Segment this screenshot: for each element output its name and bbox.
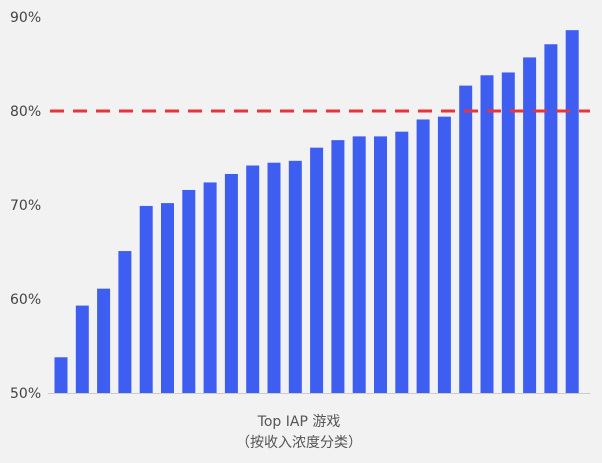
bar-17 (395, 131, 409, 393)
y-axis-ticks: 50% 60% 70% 80% 90% (10, 10, 41, 402)
bar-24 (544, 44, 558, 393)
bar-10 (246, 165, 260, 393)
bar-1 (54, 357, 68, 393)
y-tick-label-80: 80% (10, 104, 41, 120)
bar-20 (459, 85, 473, 394)
bar-9 (224, 173, 238, 393)
bar-21 (480, 75, 494, 393)
bar-18 (416, 119, 430, 394)
bars-group (54, 30, 579, 394)
bar-4 (118, 251, 132, 393)
bar-15 (352, 136, 366, 393)
y-tick-label-50: 50% (10, 386, 41, 402)
bar-8 (203, 182, 217, 393)
x-axis-title-line-1: Top IAP 游戏 (257, 414, 341, 430)
y-tick-label-90: 90% (10, 10, 41, 26)
bar-25 (565, 30, 579, 393)
bar-3 (97, 288, 111, 393)
x-axis-title-line-2: （按收入浓度分类） (236, 435, 362, 451)
bar-16 (374, 136, 387, 393)
bar-11 (267, 162, 281, 393)
bar-14 (331, 140, 345, 393)
bar-13 (310, 147, 324, 393)
bar-19 (437, 116, 451, 393)
bar-6 (161, 203, 174, 393)
bar-2 (75, 305, 89, 393)
bar-12 (288, 160, 302, 393)
bar-5 (139, 205, 153, 393)
bar-22 (501, 72, 515, 394)
bar-23 (523, 57, 537, 394)
bar-7 (182, 189, 196, 393)
y-tick-label-70: 70% (10, 198, 41, 214)
y-tick-label-60: 60% (10, 292, 41, 308)
